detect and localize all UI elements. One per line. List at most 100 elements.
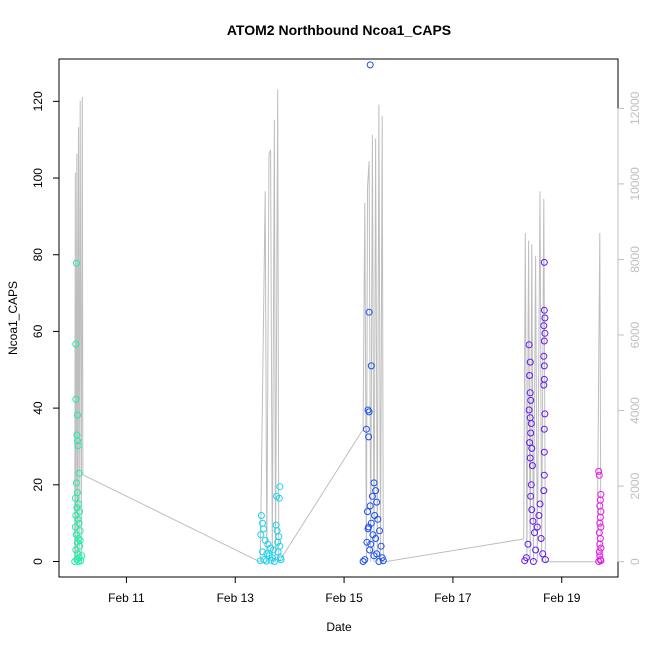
data-point: [270, 558, 278, 565]
data-point: [524, 540, 532, 548]
data-point: [531, 529, 538, 537]
data-point: [373, 498, 381, 506]
data-point: [540, 362, 548, 370]
secondary-line-layer: [74, 89, 603, 564]
y2-tick-label: 10000: [628, 167, 642, 201]
data-point: [540, 471, 548, 479]
data-point: [75, 558, 82, 565]
data-point: [527, 396, 535, 404]
y-tick-label: 80: [31, 248, 45, 262]
data-point: [536, 500, 544, 508]
data-point: [365, 308, 373, 316]
data-point: [73, 437, 81, 445]
data-point: [75, 519, 83, 527]
data-point: [72, 340, 80, 348]
y-axis-left: 0 20 40 60 80 100 120: [31, 91, 60, 565]
data-point: [540, 425, 548, 433]
data-point: [532, 546, 540, 554]
data-point: [73, 411, 81, 419]
data-point: [527, 492, 535, 500]
data-point: [370, 479, 378, 487]
data-point: [72, 479, 80, 487]
x-tick-label: Feb 19: [543, 591, 581, 605]
data-point: [541, 314, 549, 322]
x-tick-label: Feb 15: [325, 591, 363, 605]
data-point: [527, 420, 535, 427]
data-point: [72, 531, 80, 539]
data-point: [529, 517, 537, 525]
data-point: [540, 352, 548, 360]
data-point: [275, 494, 283, 502]
y-tick-label: 100: [31, 168, 45, 188]
data-point: [363, 538, 371, 546]
data-point: [361, 556, 369, 564]
data-point: [541, 556, 549, 564]
y-tick-label: 0: [31, 558, 45, 565]
data-point: [533, 523, 541, 531]
data-point: [76, 536, 84, 544]
data-point: [364, 525, 372, 533]
secondary-series-line: [74, 89, 603, 564]
data-point: [539, 550, 547, 558]
data-point: [525, 406, 533, 414]
data-point: [540, 487, 548, 495]
data-point: [75, 535, 82, 542]
data-point: [366, 546, 374, 554]
data-point: [595, 467, 603, 475]
data-point: [362, 425, 370, 433]
data-point: [365, 433, 373, 441]
data-point: [370, 552, 378, 560]
data-point: [535, 512, 543, 519]
data-point: [521, 557, 529, 565]
y2-tick-label: 8000: [628, 246, 642, 273]
data-point: [366, 61, 374, 69]
data-point: [365, 408, 373, 416]
data-point: [527, 429, 535, 437]
data-point: [366, 502, 374, 510]
points-layer: [71, 61, 605, 565]
data-point: [528, 444, 536, 452]
y-axis-right: 0 2000 4000 6000 8000 10000 12000: [617, 91, 642, 565]
y2-tick-label: 6000: [628, 321, 642, 348]
y-axis-label: Ncoa1_CAPS: [6, 281, 20, 355]
data-point: [595, 471, 603, 479]
y-tick-label: 60: [31, 324, 45, 338]
x-axis-label: Date: [326, 620, 352, 634]
data-point: [367, 540, 375, 548]
data-point: [597, 557, 605, 565]
data-point: [526, 372, 534, 379]
data-point: [78, 552, 86, 560]
data-point: [526, 439, 534, 447]
data-point: [537, 535, 545, 542]
data-point: [71, 494, 79, 502]
data-point: [71, 558, 79, 565]
data-point: [274, 548, 282, 556]
data-point: [276, 483, 284, 491]
y2-tick-label: 12000: [628, 91, 642, 125]
data-point: [359, 558, 367, 565]
data-point: [257, 512, 265, 519]
data-point: [257, 531, 265, 539]
data-point: [376, 527, 383, 535]
data-point: [74, 515, 82, 523]
data-point: [529, 558, 537, 565]
y-tick-label: 20: [31, 478, 45, 492]
data-point: [260, 525, 267, 533]
y2-tick-label: 2000: [628, 472, 642, 499]
data-point: [596, 540, 604, 548]
data-point: [540, 258, 548, 266]
y-tick-label: 40: [31, 401, 45, 415]
data-point: [525, 341, 533, 349]
data-point: [540, 448, 548, 456]
data-point: [597, 544, 605, 552]
data-point: [277, 556, 285, 564]
x-tick-label: Feb 13: [217, 591, 255, 605]
data-point: [540, 381, 548, 389]
data-point: [596, 519, 604, 527]
data-point: [527, 481, 535, 489]
data-point: [274, 538, 282, 546]
data-point: [526, 389, 534, 397]
data-point: [72, 259, 80, 267]
data-point: [528, 506, 536, 514]
